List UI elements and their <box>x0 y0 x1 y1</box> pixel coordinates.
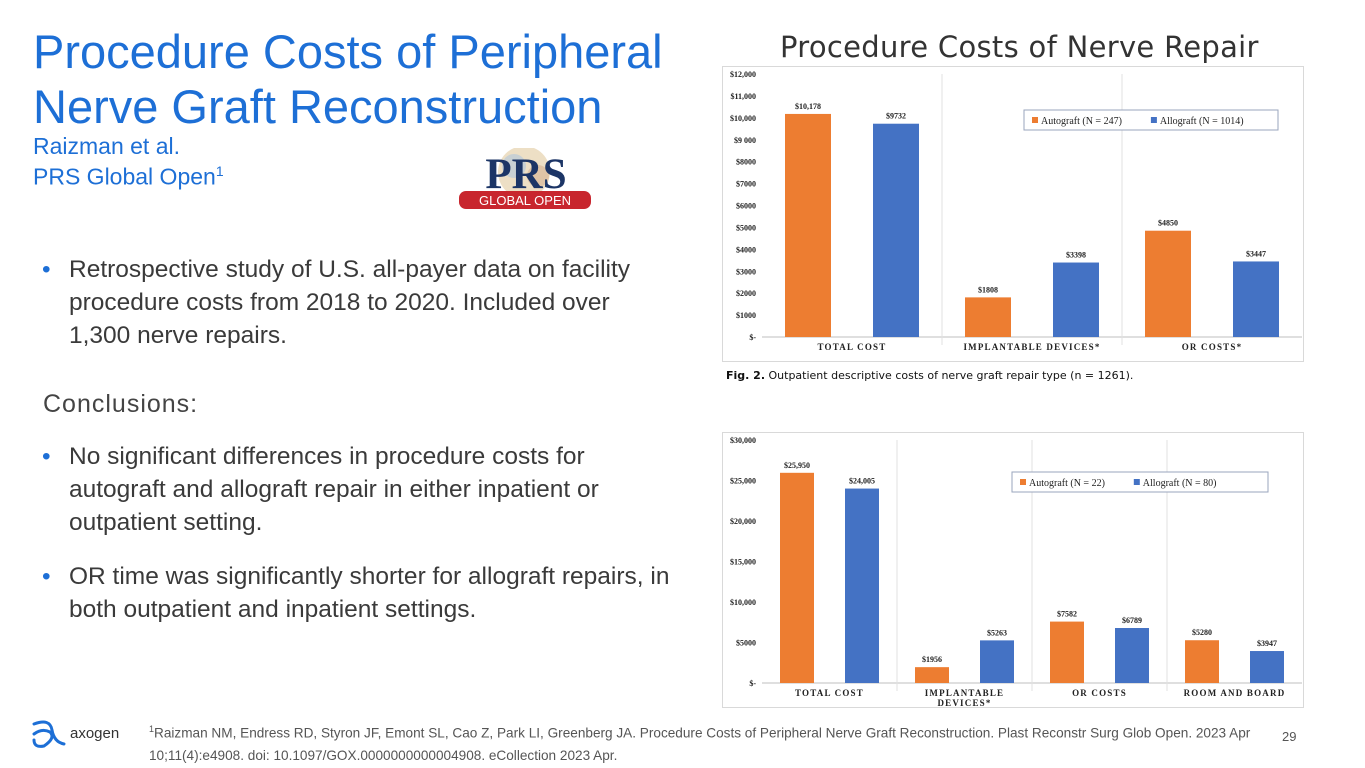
category-label: IMPLANTABLE <box>925 688 1005 698</box>
axogen-logo-text: axogen <box>70 725 119 742</box>
bar <box>1115 628 1149 683</box>
bullet-marker: • <box>42 443 51 470</box>
figure-caption-label: Fig. 2. <box>726 369 765 382</box>
bullet-marker: • <box>42 256 51 283</box>
bullet-conclusion: • No significant differences in procedure… <box>42 440 672 539</box>
bar <box>915 667 949 683</box>
bar-value-label: $24,005 <box>849 477 875 486</box>
bar <box>873 123 919 337</box>
bar-value-label: $4850 <box>1158 219 1178 228</box>
outpatient-cost-chart: $- $1000 $2000 $3000 $4000 $5000 $6000 $7000 $80… <box>722 66 1304 362</box>
category-label: TOTAL COST <box>818 342 887 352</box>
y-tick-label: $11,000 <box>730 92 756 101</box>
category-label: DEVICES* <box>937 698 991 708</box>
bar-value-label: $3447 <box>1246 249 1266 258</box>
y-tick-label: $7000 <box>736 180 756 189</box>
bar-value-label: $3947 <box>1257 639 1277 648</box>
bar-value-label: $10,178 <box>795 102 821 111</box>
bar <box>1053 262 1099 337</box>
y-tick-label: $1000 <box>736 311 756 320</box>
legend-label: Autograft (N = 247) <box>1041 116 1122 127</box>
reference-text: Raizman NM, Endress RD, Styron JF, Emont… <box>149 725 1251 763</box>
bar-value-label: $1956 <box>922 655 942 664</box>
y-tick-label: $3000 <box>736 267 756 276</box>
slide-title: Procedure Costs of Peripheral Nerve Graf… <box>33 25 663 133</box>
category-label: OR COSTS <box>1072 688 1127 698</box>
journal-name: PRS Global Open <box>33 163 216 190</box>
bar-value-label: $5263 <box>987 628 1007 637</box>
journal: PRS Global Open1 <box>33 163 224 191</box>
y-tick-label: $- <box>749 679 756 688</box>
figure-caption: Fig. 2. Outpatient descriptive costs of … <box>726 369 1133 382</box>
bar-value-label: $9732 <box>886 112 906 121</box>
y-tick-label: $20,000 <box>730 517 756 526</box>
legend-label: Autograft (N = 22) <box>1029 478 1105 489</box>
bullet-text: No significant differences in procedure … <box>69 443 599 536</box>
y-tick-label: $- <box>749 333 756 342</box>
bar <box>780 472 814 683</box>
bullet-intro: • Retrospective study of U.S. all-payer d… <box>42 253 672 352</box>
bar <box>980 640 1014 683</box>
logo-prs-text: PRS <box>485 151 566 198</box>
y-tick-label: $30,000 <box>730 436 756 445</box>
chart-legend: Autograft (N = 22) Allograft (N = 80) <box>1011 471 1269 493</box>
conclusions-label: Conclusions: <box>43 390 199 418</box>
figure-caption-text: Outpatient descriptive costs of nerve gr… <box>768 369 1134 382</box>
category-label: TOTAL COST <box>795 688 864 698</box>
chart-heading: Procedure Costs of Nerve Repair <box>780 30 1259 64</box>
bar <box>1185 640 1219 683</box>
y-tick-label: $5000 <box>736 639 756 648</box>
reference-citation: 1Raizman NM, Endress RD, Styron JF, Emon… <box>149 718 1269 767</box>
y-tick-label: $8000 <box>736 158 756 167</box>
category-label: OR COSTS* <box>1182 342 1243 352</box>
journal-ref-mark: 1 <box>215 163 224 179</box>
page-number: 29 <box>1282 729 1297 744</box>
inpatient-cost-chart: $- $5000 $10,000 $15,000 $20,000 $25,000 $30,0… <box>722 432 1304 708</box>
bar-value-label: $1808 <box>978 285 998 294</box>
y-tick-label: $25,000 <box>730 477 756 486</box>
bar <box>1233 261 1279 337</box>
authors: Raizman et al. <box>33 133 181 159</box>
y-tick-label: $6000 <box>736 202 756 211</box>
y-tick-label: $9 000 <box>734 136 756 145</box>
y-tick-label: $10,000 <box>730 598 756 607</box>
y-tick-label: $4000 <box>736 245 756 254</box>
bullet-conclusion: • OR time was significantly shorter for a… <box>42 560 672 626</box>
y-tick-label: $5000 <box>736 223 756 232</box>
bullet-text: OR time was significantly shorter for al… <box>69 563 670 623</box>
bar-value-label: $3398 <box>1066 251 1086 260</box>
chart-legend: Autograft (N = 247) Allograft (N = 1014) <box>1023 109 1279 131</box>
legend-swatch <box>1032 117 1038 123</box>
bar-value-label: $7582 <box>1057 610 1077 619</box>
bar-value-label: $5280 <box>1192 628 1212 637</box>
legend-box <box>1011 471 1269 493</box>
category-label: ROOM AND BOARD <box>1184 688 1286 698</box>
logo-global-open-text: GLOBAL OPEN <box>479 193 571 208</box>
bar-value-label: $6789 <box>1122 616 1142 625</box>
legend-swatch <box>1133 479 1140 485</box>
y-tick-label: $10,000 <box>730 114 756 123</box>
y-tick-label: $2000 <box>736 289 756 298</box>
bar <box>845 488 879 683</box>
prs-global-open-logo: PRS GLOBAL OPEN <box>459 148 591 209</box>
category-label: IMPLANTABLE DEVICES* <box>963 342 1100 352</box>
bar <box>785 113 831 338</box>
bar <box>1250 651 1284 683</box>
bar-value-label: $25,950 <box>784 461 810 470</box>
y-tick-label: $12,000 <box>730 70 756 79</box>
legend-swatch <box>1150 117 1157 123</box>
y-tick-label: $15,000 <box>730 558 756 567</box>
bar <box>1145 230 1191 337</box>
reference-mark: 1 <box>149 724 155 734</box>
bullet-text: Retrospective study of U.S. all-payer da… <box>69 256 631 349</box>
legend-label: Allograft (N = 80) <box>1143 478 1217 489</box>
bar <box>965 297 1011 337</box>
legend-label: Allograft (N = 1014) <box>1160 116 1244 127</box>
bar <box>1050 621 1084 683</box>
axogen-logo: axogen <box>32 720 119 748</box>
bullet-marker: • <box>42 563 51 590</box>
legend-swatch <box>1020 479 1026 485</box>
